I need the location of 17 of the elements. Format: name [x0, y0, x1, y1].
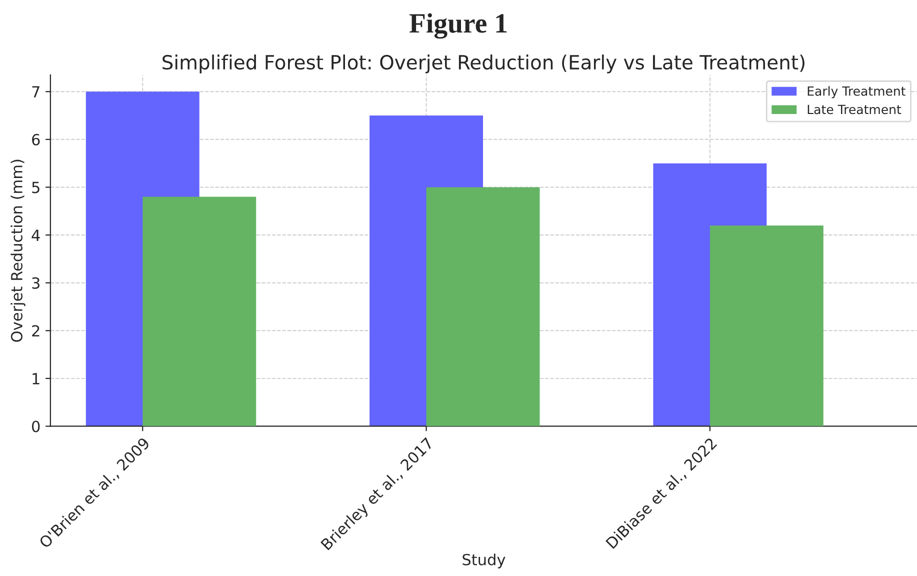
- bar: [710, 225, 824, 426]
- y-tick-label: 3: [32, 277, 40, 289]
- legend-label: Late Treatment: [808, 104, 902, 114]
- chart-title: Figure 1: [409, 13, 507, 39]
- y-tick-label: 1: [32, 373, 40, 384]
- y-axis-title: Overjet Reduction (mm): [10, 160, 26, 342]
- y-tick-label: 5: [32, 182, 40, 194]
- bar: [426, 187, 540, 426]
- y-tick-label: 6: [32, 134, 40, 146]
- chart-subtitle: Simplified Forest Plot: Overjet Reduction (Early vs Late Treatment): [162, 54, 804, 74]
- bar: [142, 196, 256, 426]
- y-tick-label: 0: [32, 420, 40, 432]
- y-tick-label: 7: [32, 86, 40, 98]
- x-axis-title: Study: [462, 554, 506, 568]
- legend-label: Early Treatment: [808, 86, 906, 98]
- y-tick-label: 4: [32, 230, 40, 241]
- y-tick-label: 2: [32, 325, 40, 336]
